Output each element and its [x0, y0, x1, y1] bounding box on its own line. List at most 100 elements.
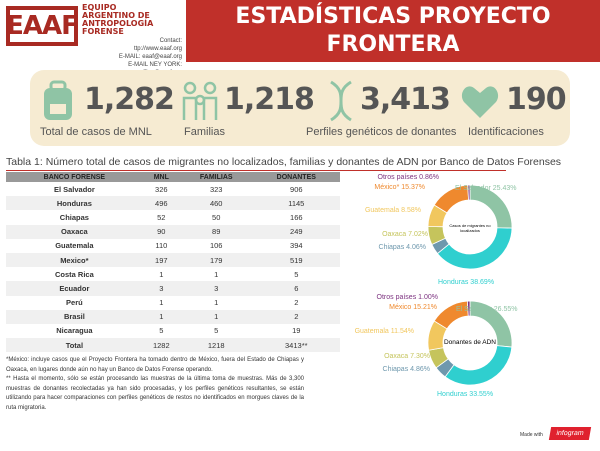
- table-cell: 89: [179, 224, 253, 239]
- table-cell: 2: [294, 298, 299, 308]
- table-cell: 1: [214, 269, 219, 279]
- family-icon: [182, 81, 218, 120]
- dna-icon: [330, 80, 352, 122]
- table-cell: 519: [252, 252, 340, 268]
- table-row: Chiapas 52 50 166: [6, 210, 340, 224]
- table-cell: 19: [292, 326, 301, 336]
- stats-panel: 1,282 Total de casos de MNL 1,218 Famili…: [30, 70, 570, 146]
- col-header: BANCO FORENSE: [6, 172, 143, 182]
- table-row: Oaxaca 90 89 249: [6, 224, 340, 239]
- eaaf-logo: EAAF: [6, 6, 79, 46]
- data-label: Chiapas 4.06%: [378, 244, 426, 251]
- contact-web[interactable]: ttp://www.eaaf.org: [133, 46, 182, 52]
- infogram-badge[interactable]: infogram: [548, 427, 592, 440]
- table-row: Ecuador 3 3 6: [6, 281, 340, 296]
- table-cell: 1: [142, 309, 180, 324]
- table-cell: 1282: [142, 338, 180, 353]
- table-cell: Ecuador: [6, 281, 143, 296]
- contact-label: Contact:: [159, 38, 182, 44]
- contact-email[interactable]: E-MAIL: eaaf@eaaf.org: [118, 54, 182, 60]
- col-header: MNL: [142, 172, 180, 182]
- backpack-icon: [44, 80, 72, 120]
- table-cell: 323: [209, 184, 223, 194]
- table-cell: 110: [155, 241, 168, 251]
- table-cell: 1: [159, 269, 164, 279]
- donut-center-title: Donantes de ADN: [443, 339, 497, 346]
- table-cell: 326: [155, 184, 168, 194]
- table-row: Perú 1 1 2: [6, 296, 340, 310]
- data-label: México 15.21%: [389, 304, 437, 311]
- org-name: EQUIPO ARGENTINO DE ANTROPOLOGÍA FORENSE: [82, 3, 154, 36]
- table-cell: 1145: [252, 196, 340, 211]
- data-label: Otros países 1.00%: [376, 294, 438, 301]
- data-label: El Salvador 26.55%: [456, 306, 518, 313]
- table-row: El Salvador 326 323 906: [6, 182, 340, 196]
- table-cell: 6: [252, 281, 340, 296]
- footnote-mexico: *México: incluye casos que el Proyecto F…: [6, 357, 304, 373]
- table-cell: Brasil: [6, 309, 143, 324]
- data-label: Oaxaca 7.30%: [384, 353, 430, 360]
- footnotes: *México: incluye casos que el Proyecto F…: [6, 356, 304, 414]
- data-label: Guatemala 8.58%: [364, 207, 421, 214]
- donut-slice-honduras[interactable]: [436, 227, 513, 270]
- table-cell: 5: [214, 326, 219, 336]
- table-cell: 197: [142, 252, 180, 268]
- table-cell: Nicaragua: [56, 326, 93, 336]
- donut-charts: [427, 184, 513, 386]
- data-label: Honduras 33.55%: [437, 391, 494, 398]
- table-row: Honduras 496 460 1145: [6, 196, 340, 211]
- table-cell: 249: [252, 224, 340, 239]
- table-header-row: BANCO FORENSE MNL FAMILIAS DONANTES: [6, 172, 340, 182]
- table-cell: 2: [252, 309, 340, 324]
- table-row: Nicaragua 5 5 19: [6, 324, 340, 338]
- table-cell: Honduras: [6, 196, 143, 211]
- table-cell: 90: [142, 224, 180, 239]
- data-label: Honduras 38.69%: [438, 279, 495, 286]
- table-cell: 394: [290, 241, 303, 251]
- table-caption: Tabla 1: Número total de casos de migran…: [6, 156, 562, 168]
- table-cell: Costa Rica: [54, 269, 94, 279]
- table-cell: Chiapas: [59, 212, 89, 222]
- donut-slice-otros-pa-ses[interactable]: [466, 300, 471, 317]
- table-cell: 1: [179, 309, 253, 324]
- table-cell: 5: [294, 269, 299, 279]
- table-row: Guatemala 110 106 394: [6, 239, 340, 253]
- table-cell: 50: [212, 212, 221, 222]
- table-row: Brasil 1 1 2: [6, 309, 340, 324]
- table-cell: Oaxaca: [6, 224, 143, 239]
- donut-center-title: Casos de migrantes no localizados: [449, 223, 491, 233]
- table-cell: 1: [214, 298, 219, 308]
- table-cell: Total: [6, 338, 143, 353]
- made-with-label: Made with: [520, 432, 543, 438]
- col-header: FAMILIAS: [179, 172, 253, 182]
- data-label: México* 15.37%: [374, 184, 425, 191]
- table-cell: 179: [179, 252, 253, 268]
- table-cell: 3: [179, 281, 253, 296]
- footnote-donantes: ** Hasta el momento, sólo se están proce…: [6, 376, 304, 411]
- table-row: Costa Rica 1 1 5: [6, 267, 340, 281]
- data-label: Oaxaca 7.02%: [382, 231, 428, 238]
- data-label: El Salvador 25.43%: [455, 185, 517, 192]
- table-cell: 3: [142, 281, 180, 296]
- table-cell: 1: [159, 298, 164, 308]
- col-header: DONANTES: [252, 172, 340, 182]
- table-cell: El Salvador: [53, 184, 95, 194]
- table-cell: 166: [290, 212, 303, 222]
- heart-hands-icon: [461, 86, 499, 118]
- page-title: ESTADÍSTICAS PROYECTO FRONTERA: [235, 4, 551, 57]
- table-cell: 496: [142, 196, 180, 211]
- table-cell: 1218: [179, 338, 253, 353]
- table-cell: 106: [209, 241, 223, 251]
- table-cell: 5: [159, 326, 164, 336]
- table-row: Total 1282 1218 3413**: [6, 338, 340, 353]
- forensic-bank-table: BANCO FORENSE MNL FAMILIAS DONANTES El S…: [6, 172, 340, 353]
- data-label: Otros países 0.86%: [377, 174, 439, 181]
- table-cell: 906: [290, 184, 303, 194]
- table-cell: Perú: [66, 298, 83, 308]
- table-cell: Mexico*: [6, 252, 143, 268]
- caption-divider: [6, 170, 506, 171]
- donut-slice-honduras[interactable]: [444, 345, 513, 386]
- table-cell: 460: [179, 196, 253, 211]
- donut-slice-otros-pa-ses[interactable]: [467, 184, 471, 201]
- table-cell: 3413**: [252, 338, 340, 353]
